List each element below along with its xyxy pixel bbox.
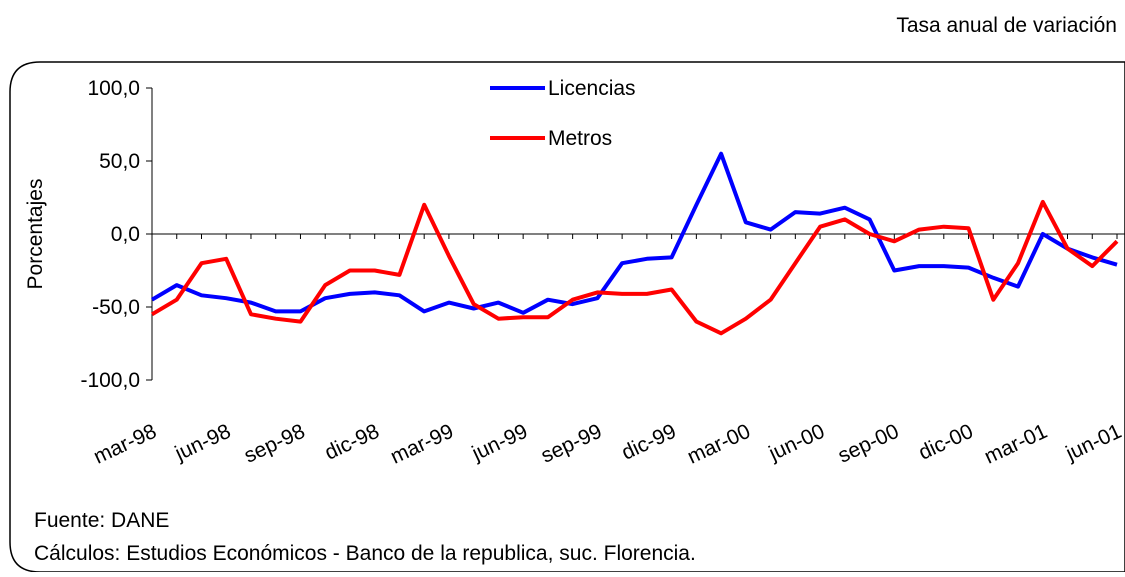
x-tick-label: sep-99	[538, 420, 606, 468]
x-tick-label: mar-98	[90, 420, 160, 469]
x-tick-label: jun-98	[171, 420, 235, 466]
legend-label: Licencias	[548, 77, 636, 100]
x-tick-label: sep-98	[241, 420, 309, 468]
source-note: Fuente: DANE	[34, 509, 169, 532]
y-tick-label: 50,0	[99, 150, 140, 173]
x-tick-label: dic-00	[915, 420, 977, 465]
chart-subtitle: Tasa anual de variación	[896, 14, 1117, 37]
x-tick-label: jun-99	[468, 420, 532, 466]
calc-note: Cálculos: Estudios Económicos - Banco de…	[34, 542, 696, 565]
series-line	[150, 199, 1119, 336]
x-tick-label: mar-00	[684, 420, 754, 469]
y-tick-label: -50,0	[92, 296, 140, 319]
x-tick-label: jun-00	[765, 420, 829, 466]
y-tick-label: 0,0	[111, 223, 140, 246]
x-tick-label: mar-99	[387, 420, 457, 469]
y-tick-label: -100,0	[80, 369, 140, 392]
legend-label: Metros	[548, 127, 612, 150]
x-tick-label: jun-01	[1062, 420, 1125, 466]
y-axis-label: Porcentajes	[24, 179, 47, 290]
y-tick-label: 100,0	[87, 77, 140, 100]
x-tick-label: sep-00	[834, 420, 902, 468]
x-tick-label: dic-99	[618, 420, 680, 465]
x-tick-label: mar-01	[981, 420, 1051, 469]
x-tick-label: dic-98	[321, 420, 383, 465]
